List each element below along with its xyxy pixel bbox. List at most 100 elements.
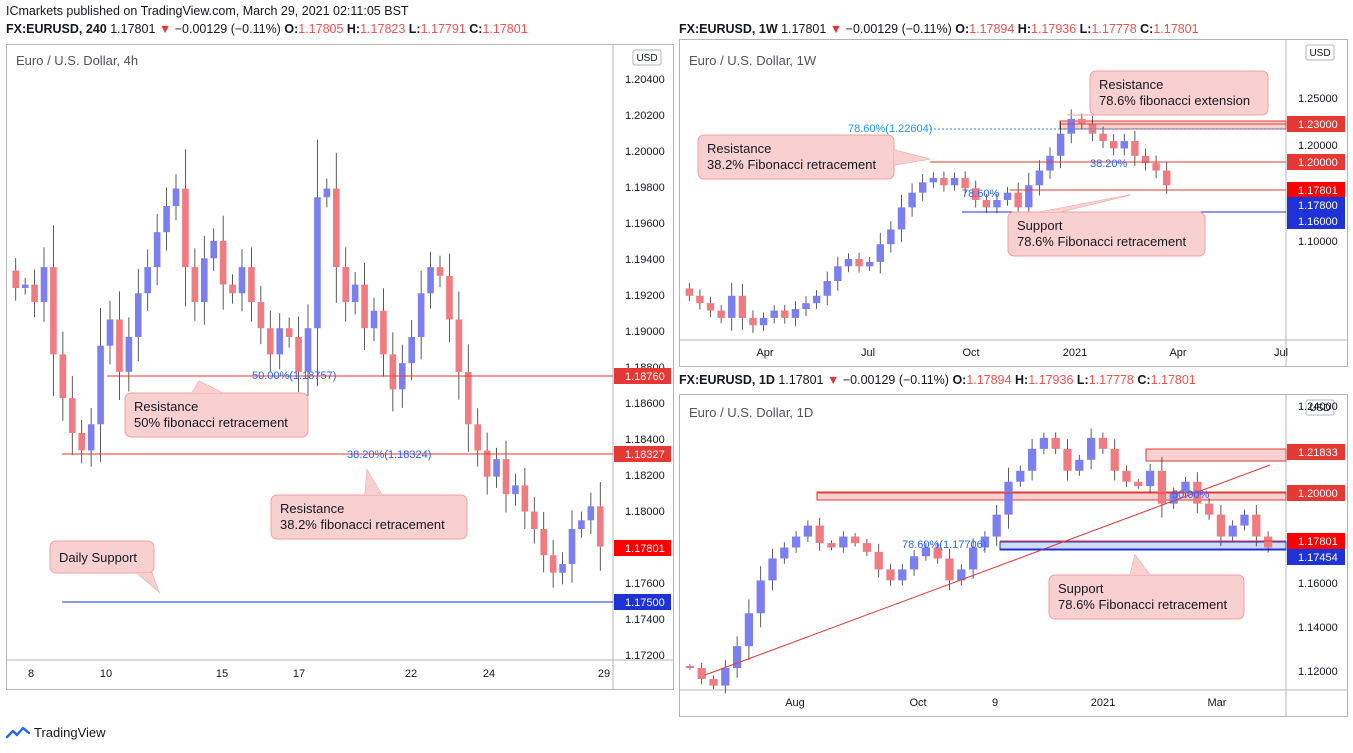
candle-body bbox=[791, 309, 800, 318]
candle-body bbox=[596, 506, 604, 547]
chart-1d-svg[interactable]: Euro / U.S. Dollar, 1DUSD1.240001.220001… bbox=[680, 395, 1347, 716]
tradingview-logo[interactable]: TradingView bbox=[6, 725, 106, 740]
candle-body bbox=[759, 317, 768, 326]
candle-body bbox=[125, 336, 133, 372]
candle-body bbox=[1016, 470, 1025, 482]
candle-body bbox=[12, 270, 20, 289]
time-tick: 29 bbox=[598, 668, 610, 680]
published-caption: ICmarkets published on TradingView.com, … bbox=[6, 4, 409, 18]
price-tick: 1.24000 bbox=[1298, 401, 1338, 413]
callout-tail-fill bbox=[1130, 555, 1150, 575]
candle-body bbox=[1067, 118, 1075, 134]
level-label: 50.00%(1.18757) bbox=[252, 370, 336, 382]
candle-body bbox=[850, 536, 860, 544]
candle-body bbox=[918, 182, 927, 193]
candle-body bbox=[408, 336, 416, 364]
price-badge-label: 1.18760 bbox=[625, 371, 665, 383]
callout-tail-fill bbox=[1040, 195, 1130, 212]
price-tick: 1.18600 bbox=[625, 398, 665, 410]
callout-line-2: 78.6% Fibonacci retracement bbox=[1017, 234, 1186, 249]
candle-body bbox=[898, 569, 907, 581]
price-badge bbox=[1287, 182, 1345, 198]
candle-body bbox=[1240, 514, 1249, 526]
open: 1.17894 bbox=[966, 373, 1012, 387]
candle-body bbox=[1134, 481, 1143, 487]
candle-body bbox=[1204, 503, 1214, 515]
callout-line-2: 50% fibonacci retracement bbox=[134, 415, 288, 430]
candle-body bbox=[1109, 141, 1118, 149]
candle-body bbox=[855, 258, 863, 267]
price-badge-label: 1.18327 bbox=[625, 449, 665, 461]
candle-body bbox=[1025, 185, 1033, 208]
candle-body bbox=[768, 558, 777, 581]
callout-tail-fill bbox=[192, 381, 222, 393]
candle-body bbox=[1035, 170, 1044, 186]
candle-body bbox=[370, 310, 378, 329]
chart-title: Euro / U.S. Dollar, 4h bbox=[16, 53, 138, 68]
callout-line-1: Resistance bbox=[134, 399, 198, 414]
chart-1w-svg[interactable]: Euro / U.S. Dollar, 1W USD 1.25000 1.20000 1… bbox=[680, 40, 1347, 366]
candle-body bbox=[834, 266, 842, 282]
price-badge bbox=[614, 368, 671, 384]
price-badge bbox=[1287, 116, 1345, 132]
callout-box bbox=[1007, 211, 1206, 257]
candle-body bbox=[559, 563, 566, 573]
candle-body bbox=[844, 258, 853, 267]
trend-line bbox=[704, 464, 1271, 676]
candle-body bbox=[106, 319, 114, 346]
callout-line-2: 78.6% fibonacci extension bbox=[1099, 93, 1250, 108]
candle-body bbox=[238, 267, 246, 294]
candle-body bbox=[968, 547, 978, 570]
candle-body bbox=[295, 336, 302, 372]
candle-body bbox=[756, 580, 765, 614]
candle-body bbox=[417, 293, 425, 337]
price-tick: 1.19400 bbox=[625, 254, 665, 266]
chart-panel-4h[interactable]: Euro / U.S. Dollar, 4h USD 1.20400 1.20200 1… bbox=[6, 44, 674, 690]
callout-line-2: 38.2% fibonacci retracement bbox=[280, 517, 445, 532]
candle-body bbox=[815, 525, 824, 544]
down-arrow-icon: ▼ bbox=[827, 373, 840, 387]
price-badge-label: 1.17801 bbox=[1298, 185, 1338, 197]
callout-line-2: 38.2% Fibonacci retracement bbox=[707, 157, 876, 172]
price-badge bbox=[1287, 485, 1345, 501]
candle-body bbox=[1263, 536, 1273, 548]
candle-body bbox=[1099, 133, 1107, 142]
price-tick: 1.20000 bbox=[1298, 140, 1338, 152]
price-badge-label: 1.21833 bbox=[1298, 447, 1338, 459]
callout-tail-fill bbox=[365, 470, 382, 495]
candle-body bbox=[685, 288, 694, 296]
callout-tail-fill bbox=[894, 150, 930, 165]
price-badge bbox=[1287, 154, 1345, 170]
price-badge-label: 1.20000 bbox=[1298, 488, 1338, 500]
down-arrow-icon: ▼ bbox=[158, 22, 172, 36]
chart-panel-1d[interactable]: Euro / U.S. Dollar, 1DUSD1.240001.220001… bbox=[679, 394, 1348, 717]
chart-panel-1w[interactable]: Euro / U.S. Dollar, 1W USD 1.25000 1.20000 1… bbox=[679, 39, 1348, 367]
candle-body bbox=[1152, 163, 1160, 171]
time-tick: 22 bbox=[405, 668, 417, 680]
candle-body bbox=[950, 177, 959, 186]
candle-body bbox=[1157, 470, 1167, 504]
candle-body bbox=[780, 547, 789, 559]
candle-body bbox=[972, 188, 980, 200]
candle-body bbox=[446, 275, 453, 320]
candle-body bbox=[1027, 448, 1037, 471]
candle-body bbox=[483, 450, 491, 477]
candle-body bbox=[276, 328, 284, 355]
price-badge-label: 1.17800 bbox=[1298, 200, 1338, 212]
candle-body bbox=[1169, 492, 1178, 504]
candle-body bbox=[876, 244, 884, 262]
candle-body bbox=[502, 459, 510, 495]
candle-body bbox=[709, 679, 718, 686]
tradingview-icon bbox=[6, 726, 30, 738]
candle-body bbox=[982, 200, 991, 208]
candle-body bbox=[802, 303, 810, 310]
price-tick: 1.17400 bbox=[625, 614, 665, 626]
chart-4h-svg[interactable]: Euro / U.S. Dollar, 4h USD 1.20400 1.20200 1… bbox=[7, 45, 673, 689]
candle-body bbox=[827, 543, 836, 548]
time-tick: 9 bbox=[992, 697, 998, 709]
price-tick: 1.18200 bbox=[625, 470, 665, 482]
callout-line-1: Support bbox=[1017, 218, 1063, 233]
candle-body bbox=[210, 240, 218, 259]
level-label: 38.20%(1.18324) bbox=[347, 449, 431, 461]
time-tick: Mar bbox=[1208, 697, 1227, 709]
